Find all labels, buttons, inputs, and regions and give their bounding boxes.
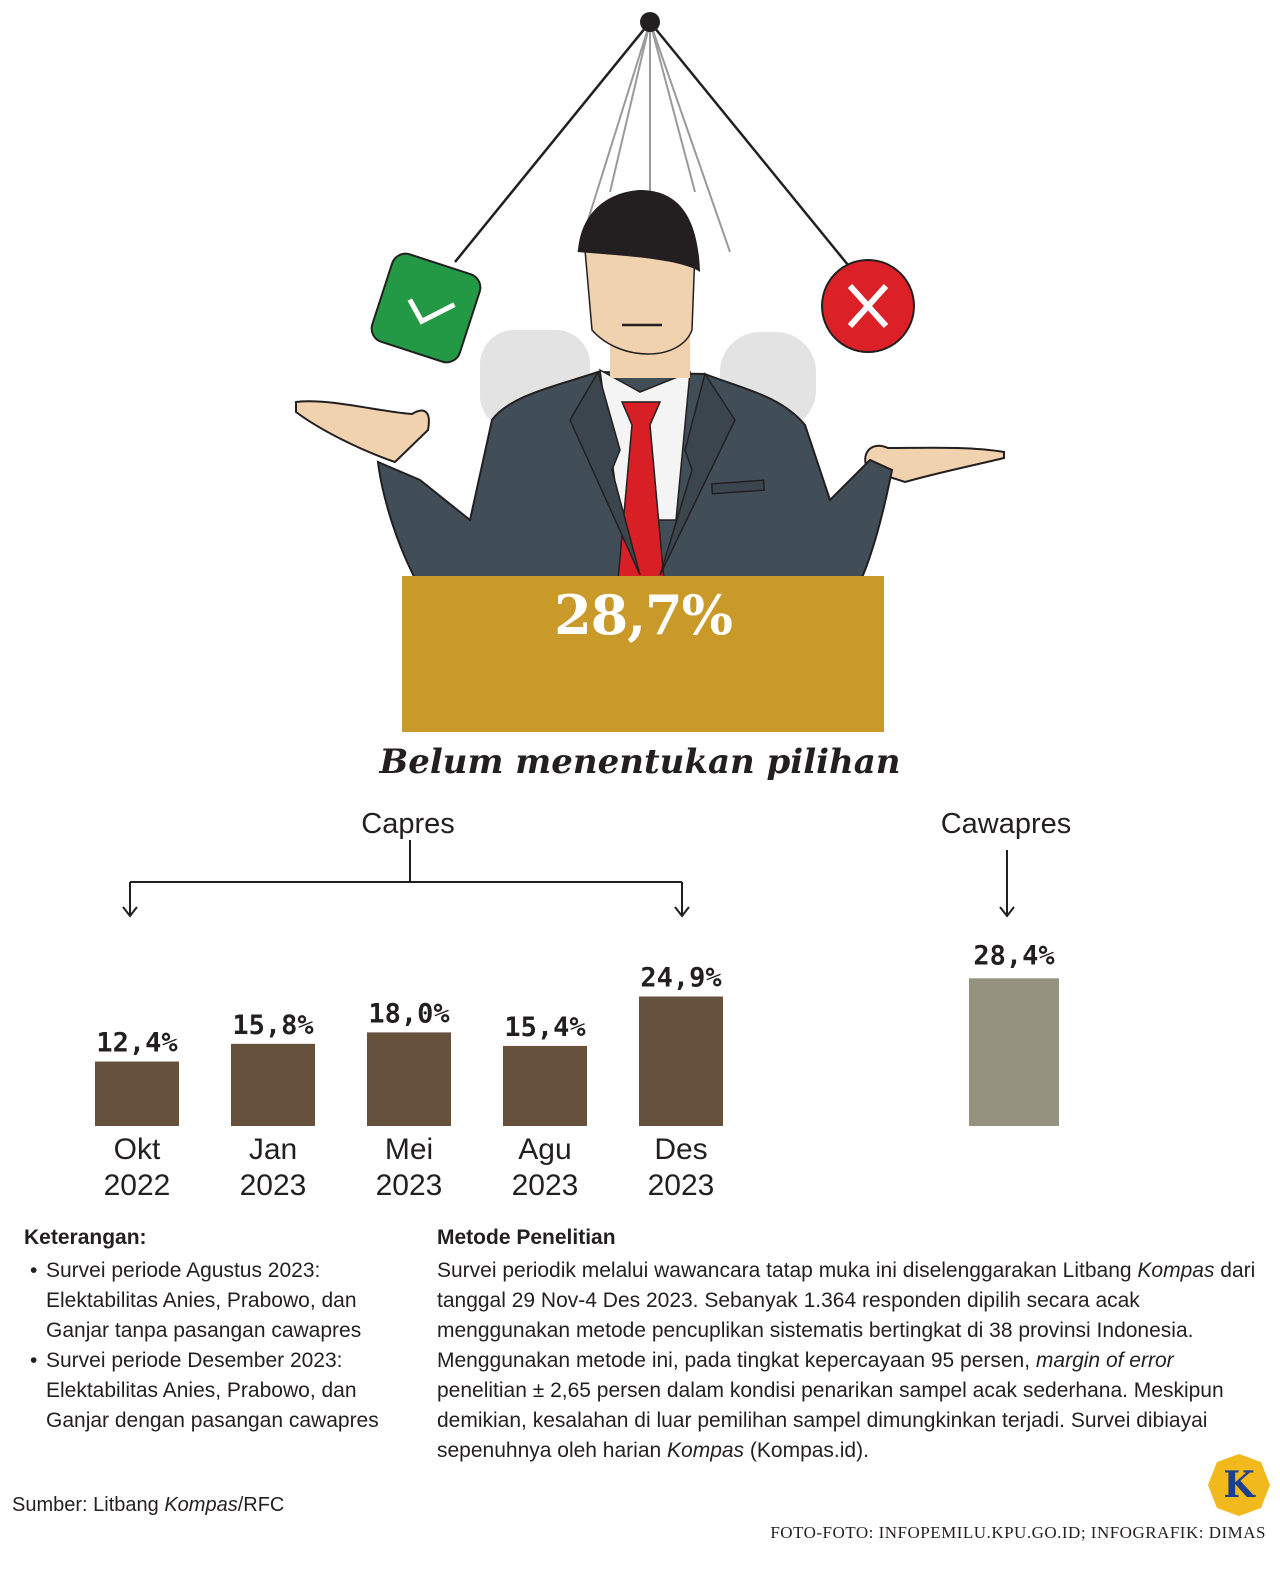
notes-section: Keterangan: Survei periode Agustus 2023:… <box>24 1226 404 1436</box>
list-item: Survei periode Agustus 2023: Elektabilit… <box>24 1256 404 1346</box>
pendulum-strings <box>454 21 849 266</box>
method-heading: Metode Penelitian <box>437 1226 616 1249</box>
capres-bracket <box>122 840 690 918</box>
capres-period-label: Mei <box>385 1133 433 1166</box>
capres-value-label: 15,4% <box>504 1012 586 1043</box>
method-text-emphasis: margin of error <box>1035 1349 1174 1372</box>
capres-period-label: 2023 <box>648 1169 715 1202</box>
headline-percentage: 28,7% <box>554 583 733 647</box>
kompas-logo-icon: K <box>1208 1454 1270 1516</box>
method-text-emphasis: Kompas <box>667 1439 745 1462</box>
source-suffix: /RFC <box>237 1494 285 1516</box>
method-text-part: penelitian ± 2,65 persen dalam kondisi p… <box>437 1379 1224 1462</box>
breast-pocket <box>710 479 766 495</box>
capres-value-label: 24,9% <box>640 963 722 994</box>
source-emphasis: Kompas <box>164 1494 238 1516</box>
cawapres-value-label: 28,4% <box>973 940 1055 971</box>
capres-value-label: 18,0% <box>368 998 450 1029</box>
capres-bar <box>367 1032 451 1126</box>
source-prefix: Sumber: Litbang <box>12 1494 165 1516</box>
capres-period-label: 2023 <box>376 1169 443 1202</box>
capres-bar <box>503 1045 587 1126</box>
left-hand <box>295 400 430 464</box>
undecided-voter-illustration <box>295 12 1005 732</box>
list-item: Survei periode Desember 2023: Elektabili… <box>24 1346 404 1436</box>
cross-icon <box>821 259 915 353</box>
notes-list: Survei periode Agustus 2023: Elektabilit… <box>24 1256 404 1436</box>
source-line: Sumber: Litbang Kompas/RFC <box>12 1494 284 1517</box>
capres-value-label: 12,4% <box>96 1028 178 1059</box>
peci-hat <box>578 190 700 272</box>
logo-letter: K <box>1223 1464 1256 1506</box>
lapel-left <box>569 370 641 576</box>
method-text-part: Survei periodik melalui wawancara tatap … <box>437 1259 1138 1282</box>
cawapres-group-label: Cawapres <box>941 808 1072 840</box>
pendulum-pivot <box>640 12 660 32</box>
notes-heading: Keterangan: <box>24 1226 147 1249</box>
headline-title: Belum menentukan pilihan <box>379 742 901 782</box>
right-hand <box>864 444 1005 484</box>
check-icon <box>370 252 482 364</box>
capres-bar <box>231 1043 315 1126</box>
capres-period-label: Jan <box>249 1133 297 1166</box>
capres-period-label: Okt <box>114 1133 161 1166</box>
method-text-part: (Kompas.id). <box>744 1439 869 1462</box>
capres-bar <box>95 1061 179 1126</box>
gold-panel <box>402 576 884 732</box>
capres-group-label: Capres <box>361 808 455 840</box>
capres-value-label: 15,8% <box>232 1010 314 1041</box>
method-text: Survei periodik melalui wawancara tatap … <box>437 1256 1257 1466</box>
capres-period-label: Agu <box>518 1133 571 1166</box>
image-credit: FOTO-FOTO: INFOPEMILU.KPU.GO.ID; INFOGRA… <box>770 1523 1266 1542</box>
undecided-bar-chart: Capres Cawapres 12,4%Okt202215,8%Jan2023… <box>95 808 1072 1202</box>
face <box>584 249 696 355</box>
capres-period-label: Des <box>654 1133 707 1166</box>
method-section: Metode Penelitian Survei periodik melalu… <box>437 1226 1257 1466</box>
capres-period-label: 2022 <box>104 1169 171 1202</box>
capres-period-label: 2023 <box>240 1169 307 1202</box>
cawapres-arrow <box>999 850 1015 918</box>
capres-period-label: 2023 <box>512 1169 579 1202</box>
lapel-right <box>659 372 736 576</box>
capres-bar <box>639 996 723 1126</box>
cawapres-bar <box>969 978 1059 1126</box>
capres-bars: 12,4%Okt202215,8%Jan202318,0%Mei202315,4… <box>95 963 723 1202</box>
method-text-emphasis: Kompas <box>1137 1259 1215 1282</box>
cawapres-bars: 28,4% <box>969 940 1059 1126</box>
method-text-part: dari tanggal 29 Nov-4 Des 2023. Sebanyak… <box>437 1259 1256 1372</box>
